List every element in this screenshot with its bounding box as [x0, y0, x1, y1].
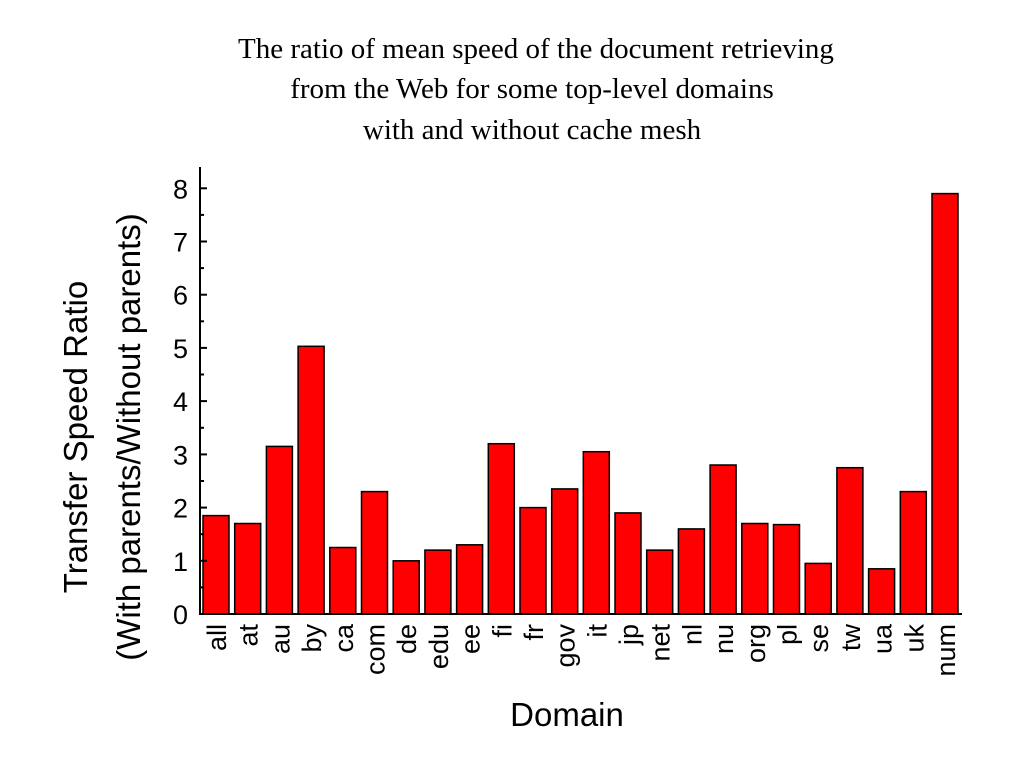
x-axis-label: Domain	[510, 696, 624, 733]
x-ticks-group: all at au by ca com de edu ee fi fr gov it jp net nl nu o…	[202, 623, 961, 677]
bar-nu	[709, 464, 737, 615]
x-tick-label-net: net	[646, 624, 676, 662]
y-tick-label-4: 4	[173, 387, 188, 417]
x-tick-label-nl: nl	[677, 624, 707, 645]
chart-title: The ratio of mean speed of the document …	[238, 33, 834, 146]
bar-fi	[487, 442, 516, 615]
y-axis-label: Transfer Speed Ratio (With parents/Witho…	[57, 213, 147, 661]
bar-edu	[424, 549, 452, 615]
bar-au	[265, 445, 294, 615]
x-tick-label-by: by	[297, 624, 327, 653]
x-tick-label-gov: gov	[551, 624, 581, 668]
x-tick-label-nu: nu	[709, 624, 739, 654]
x-tick-label-num: num	[931, 624, 961, 677]
y-axis-label-line-1: Transfer Speed Ratio	[57, 281, 94, 593]
bar-tw	[836, 466, 864, 615]
y-tick-label-1: 1	[173, 547, 188, 577]
x-tick-label-com: com	[361, 624, 391, 675]
y-tick-label-6: 6	[173, 281, 188, 311]
bar-jp	[614, 512, 642, 615]
bar-fr	[519, 506, 547, 615]
bar-net	[645, 549, 674, 615]
bar-ee	[455, 544, 484, 615]
bar-num	[931, 192, 959, 615]
x-tick-label-tw: tw	[836, 623, 866, 651]
x-tick-label-uk: uk	[899, 624, 929, 653]
bar-pl	[772, 523, 801, 615]
bars-group	[202, 192, 959, 615]
x-tick-label-all: all	[202, 624, 232, 651]
y-tick-label-2: 2	[173, 494, 188, 524]
bar-nl	[677, 528, 706, 615]
bar-all	[202, 514, 230, 615]
bar-com	[360, 490, 389, 615]
y-axis-line	[199, 167, 962, 615]
chart-title-line-3: with and without cache mesh	[363, 114, 702, 146]
y-axis-label-line-2: (With parents/Without parents)	[110, 213, 147, 661]
y-ticks-group: 0 1 2 3 4 5 6 7 8	[173, 174, 207, 630]
bar-ca	[329, 546, 357, 615]
x-tick-label-fr: fr	[519, 624, 549, 641]
bar-ua	[867, 568, 896, 615]
x-tick-label-au: au	[265, 624, 295, 654]
x-tick-label-fi: fi	[487, 624, 517, 638]
bar-se	[804, 562, 832, 615]
chart-title-line-1: The ratio of mean speed of the document …	[238, 33, 834, 65]
y-tick-label-8: 8	[173, 174, 188, 204]
x-tick-label-ee: ee	[456, 624, 486, 654]
x-tick-label-ca: ca	[329, 623, 359, 653]
x-tick-label-se: se	[804, 624, 834, 653]
x-tick-label-jp: jp	[614, 624, 644, 646]
bar-de	[392, 560, 420, 615]
bar-at	[233, 522, 262, 615]
x-tick-label-it: it	[582, 624, 612, 638]
x-tick-label-ua: ua	[868, 623, 898, 654]
x-tick-label-org: org	[741, 624, 771, 663]
x-tick-label-de: de	[392, 624, 422, 654]
bar-org	[741, 522, 769, 615]
bar-uk	[899, 490, 928, 615]
y-tick-label-7: 7	[173, 228, 188, 258]
y-tick-label-3: 3	[173, 440, 188, 470]
x-tick-label-edu: edu	[424, 624, 454, 669]
bar-gov	[550, 488, 579, 615]
x-tick-label-pl: pl	[773, 624, 803, 645]
bar-by	[297, 345, 325, 615]
y-tick-label-0: 0	[173, 600, 188, 630]
bar-it	[582, 450, 611, 615]
y-tick-label-5: 5	[173, 334, 188, 364]
x-tick-label-at: at	[234, 624, 264, 647]
chart-title-line-2: from the Web for some top-level domains	[290, 73, 774, 105]
